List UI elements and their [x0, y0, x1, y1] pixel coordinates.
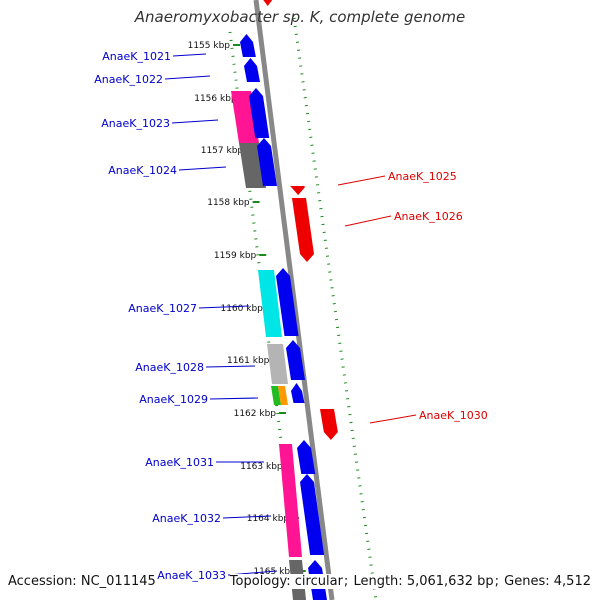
gene-label-AnaeK_1023[interactable]: AnaeK_1023	[101, 117, 219, 130]
genome-backbone	[253, 0, 335, 600]
topology-value: circular	[294, 574, 343, 589]
tick-label: 1158 kbp	[207, 198, 250, 208]
svg-text:AnaeK_1026: AnaeK_1026	[394, 210, 463, 223]
gene-label-AnaeK_1024[interactable]: AnaeK_1024	[108, 164, 227, 177]
svg-text:AnaeK_1029: AnaeK_1029	[139, 393, 208, 406]
tick-1155-kbp: 1155 kbp	[188, 41, 240, 51]
gene-label-AnaeK_1028[interactable]: AnaeK_1028	[135, 361, 256, 374]
forward-cds-arrow[interactable]	[249, 88, 270, 138]
tick-label: 1159 kbp	[214, 251, 257, 261]
gene-label-AnaeK_1027[interactable]: AnaeK_1027	[128, 302, 250, 315]
genes-value: 4,512	[553, 574, 591, 589]
genes-label: Genes:	[504, 574, 550, 589]
length-label: Length:	[353, 574, 403, 589]
svg-text:AnaeK_1033: AnaeK_1033	[157, 569, 226, 582]
reverse-cds-arrow[interactable]	[320, 409, 338, 440]
accession-value: NC_011145	[80, 574, 156, 589]
tick-label: 1165 kbp	[253, 567, 296, 577]
svg-text:AnaeK_1027: AnaeK_1027	[128, 302, 197, 315]
cog-block	[267, 344, 288, 384]
gene-label-AnaeK_1025[interactable]: AnaeK_1025	[337, 170, 457, 186]
gene-label-AnaeK_1029[interactable]: AnaeK_1029	[139, 393, 259, 406]
svg-text:AnaeK_1025: AnaeK_1025	[388, 170, 457, 183]
tick-1162-kbp: 1162 kbp	[234, 409, 286, 419]
tick-label: 1155 kbp	[188, 41, 231, 51]
tick-label: 1157 kbp	[201, 146, 244, 156]
svg-text:AnaeK_1024: AnaeK_1024	[108, 164, 177, 177]
gene-label-AnaeK_1032[interactable]: AnaeK_1032	[152, 512, 272, 525]
forward-cds-arrow[interactable]	[276, 268, 299, 336]
cds-track	[240, 0, 338, 600]
reverse-cds-arrow[interactable]	[292, 198, 314, 262]
forward-cds-arrow[interactable]	[297, 440, 316, 474]
accession-info: Accession: NC_011145	[8, 574, 156, 589]
tick-1158-kbp: 1158 kbp	[207, 198, 260, 208]
gene-label-AnaeK_1030[interactable]: AnaeK_1030	[369, 409, 488, 424]
cog-block	[278, 386, 288, 405]
forward-cds-arrow[interactable]	[257, 138, 277, 186]
forward-cds-arrow[interactable]	[286, 340, 305, 380]
tick-label: 1162 kbp	[234, 409, 277, 419]
forward-cds-arrow[interactable]	[300, 474, 325, 555]
svg-text:AnaeK_1030: AnaeK_1030	[419, 409, 488, 422]
forward-cds-arrow[interactable]	[244, 58, 260, 82]
topology-label: Topology:	[229, 574, 291, 589]
length-value: 5,061,632 bp	[406, 574, 494, 589]
tick-label: 1161 kbp	[227, 356, 270, 366]
gene-label-AnaeK_1031[interactable]: AnaeK_1031	[145, 456, 264, 469]
reverse-cds-arrow[interactable]	[290, 186, 306, 195]
svg-text:AnaeK_1022: AnaeK_1022	[94, 73, 163, 86]
reverse-cds-arrow[interactable]	[261, 0, 274, 6]
tick-1159-kbp: 1159 kbp	[214, 251, 267, 261]
accession-label: Accession:	[8, 574, 77, 589]
tick-label: 1160 kbp	[220, 304, 263, 314]
tick-label: 1156 kbp	[194, 94, 237, 104]
forward-cds-arrow[interactable]	[240, 34, 256, 57]
tick-label: 1163 kbp	[240, 462, 283, 472]
gene-label-AnaeK_1026[interactable]: AnaeK_1026	[344, 210, 463, 227]
gene-label-AnaeK_1022[interactable]: AnaeK_1022	[94, 73, 211, 86]
map-title: Anaeromyxobacter sp. K, complete genome	[134, 8, 466, 26]
genome-summary: Topology: circular; Length: 5,061,632 bp…	[229, 574, 591, 589]
svg-text:AnaeK_1023: AnaeK_1023	[101, 117, 170, 130]
forward-cds-arrow[interactable]	[291, 383, 305, 403]
cog-block	[258, 270, 282, 337]
cog-block	[279, 444, 302, 557]
svg-text:AnaeK_1021: AnaeK_1021	[102, 50, 171, 63]
gene-label-AnaeK_1021[interactable]: AnaeK_1021	[102, 50, 207, 63]
svg-text:AnaeK_1032: AnaeK_1032	[152, 512, 221, 525]
svg-text:AnaeK_1031: AnaeK_1031	[145, 456, 214, 469]
gene-labels: AnaeK_1021 AnaeK_1022 AnaeK_1023 AnaeK_1024…	[94, 50, 487, 582]
cog-block	[271, 386, 281, 405]
svg-text:AnaeK_1028: AnaeK_1028	[135, 361, 204, 374]
tick-label: 1164 kbp	[247, 514, 290, 524]
